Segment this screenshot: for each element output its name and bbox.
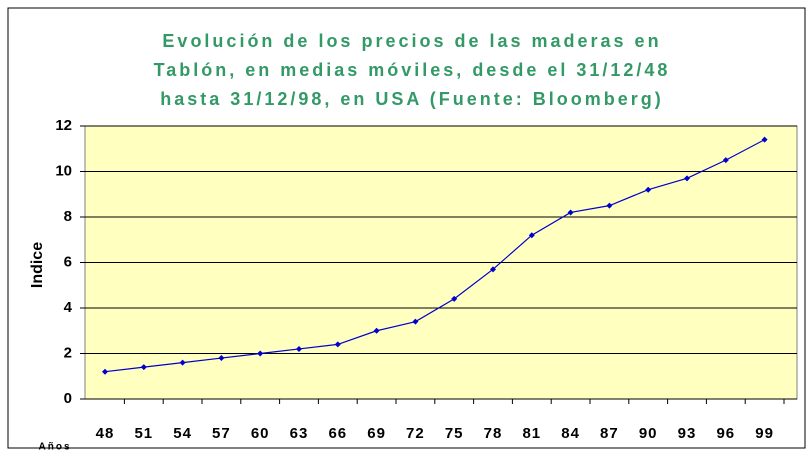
data-point xyxy=(334,341,341,348)
data-point xyxy=(645,186,652,193)
data-point xyxy=(102,368,108,375)
x-tick-label: 69 xyxy=(367,425,386,442)
x-axis-label: Años xyxy=(39,442,72,453)
y-tick-label: 0 xyxy=(64,390,72,407)
data-point xyxy=(761,136,768,143)
x-tick-label: 87 xyxy=(600,425,619,442)
data-point xyxy=(412,318,419,325)
x-tick-label: 72 xyxy=(406,425,425,442)
x-tick-label: 78 xyxy=(484,425,503,442)
y-tick-label: 4 xyxy=(64,299,73,316)
y-tick-label: 6 xyxy=(64,253,72,270)
x-tick-label: 63 xyxy=(290,425,309,442)
data-point xyxy=(140,364,147,371)
x-tick-label: 57 xyxy=(212,425,231,442)
chart-title: Tablón, en medias móviles, desde el 31/1… xyxy=(154,60,671,80)
data-point xyxy=(451,295,458,302)
y-axis-label: Indice xyxy=(29,242,46,288)
data-point xyxy=(179,359,186,366)
data-point xyxy=(684,175,690,182)
x-tick-label: 96 xyxy=(716,425,735,442)
y-tick-label: 2 xyxy=(64,344,72,361)
x-tick-label: 66 xyxy=(328,425,347,442)
data-point xyxy=(606,202,613,209)
x-tick-label: 93 xyxy=(678,425,697,442)
x-tick-label: 48 xyxy=(96,425,115,442)
x-tick-label: 81 xyxy=(522,425,541,442)
chart-title: hasta 31/12/98, en USA (Fuente: Bloomber… xyxy=(160,89,663,109)
data-point xyxy=(218,355,225,362)
data-point xyxy=(373,327,380,334)
data-point xyxy=(490,266,496,273)
x-tick-label: 84 xyxy=(561,425,580,442)
data-line xyxy=(104,139,765,373)
x-tick-label: 99 xyxy=(755,425,774,442)
y-tick-label: 12 xyxy=(55,117,72,134)
x-tick-label: 60 xyxy=(251,425,270,442)
data-point xyxy=(567,209,574,216)
data-point xyxy=(257,350,264,357)
x-tick-label: 90 xyxy=(639,425,658,442)
data-point xyxy=(528,232,535,239)
x-tick-label: 51 xyxy=(134,425,153,442)
data-point xyxy=(722,157,729,164)
y-tick-label: 10 xyxy=(55,162,72,179)
data-point xyxy=(296,345,302,352)
chart-title: Evolución de los precios de las maderas … xyxy=(162,31,661,51)
y-tick-label: 8 xyxy=(64,208,72,225)
x-tick-label: 54 xyxy=(173,425,192,442)
x-tick-label: 75 xyxy=(445,425,464,442)
